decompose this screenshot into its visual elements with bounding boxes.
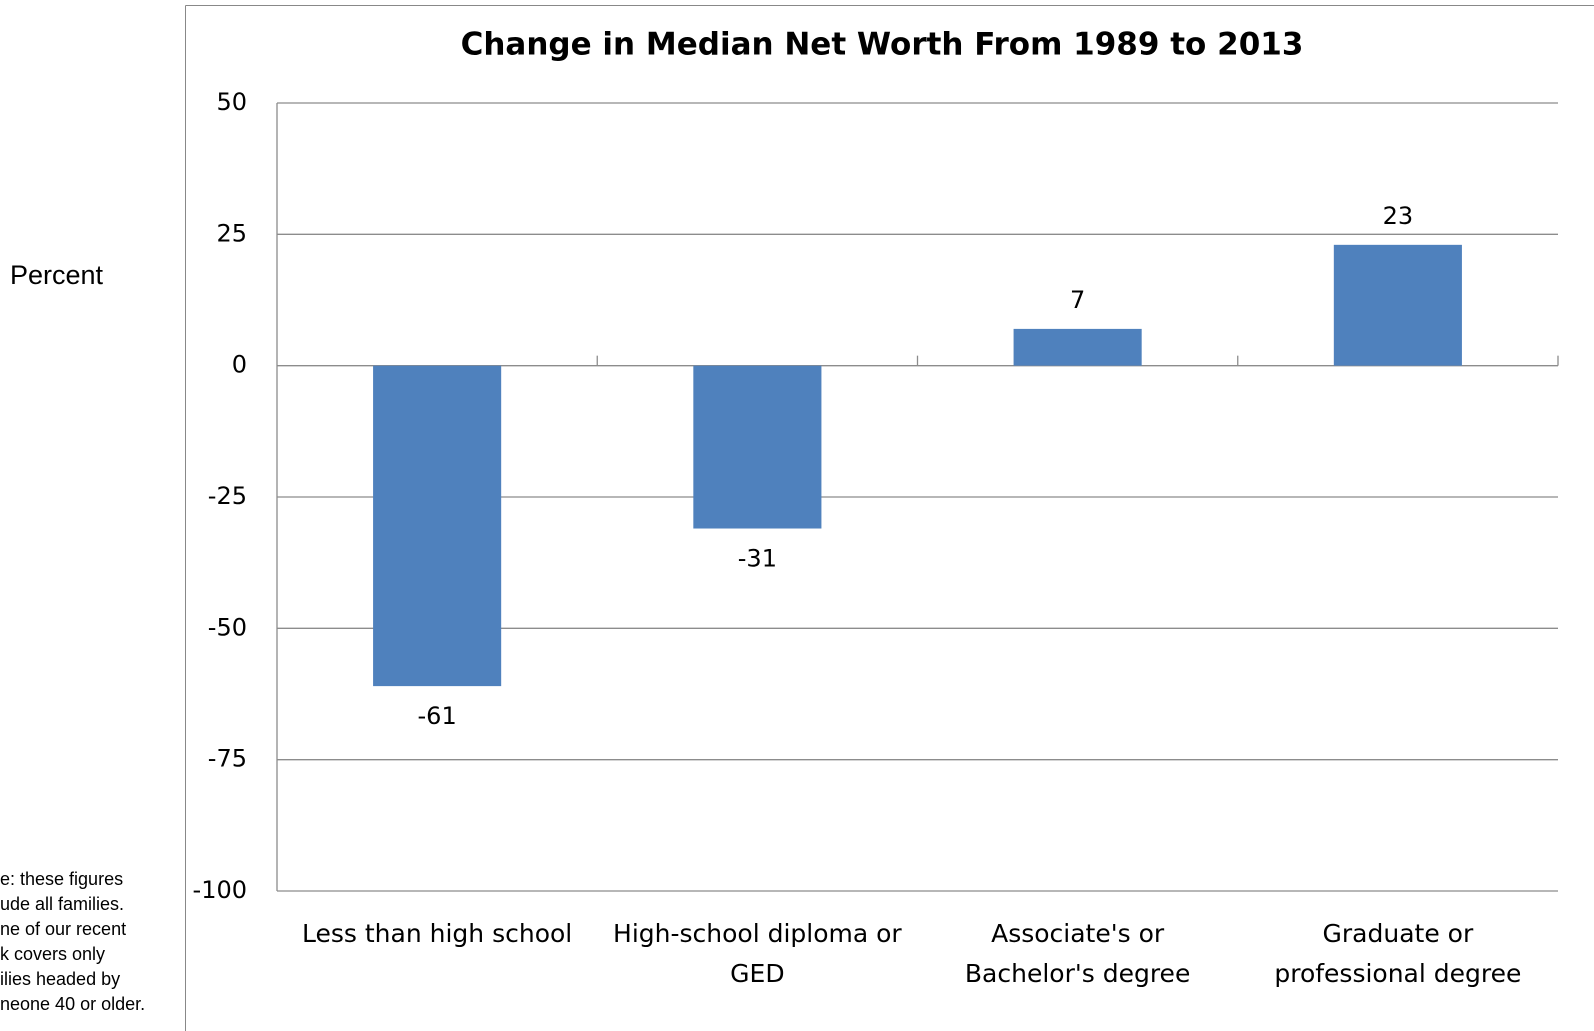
note-line: k covers only	[0, 944, 105, 964]
bar	[1013, 328, 1142, 366]
y-tick-label: 50	[216, 88, 247, 116]
value-label: -31	[738, 545, 777, 573]
y-tick-label: 0	[232, 351, 247, 379]
x-tick-label: Associate's or Bachelor's degree	[965, 919, 1190, 988]
bar	[693, 365, 822, 529]
y-tick-label: 25	[216, 219, 247, 247]
y-tick-label: -100	[193, 876, 247, 904]
note-line: ilies headed by	[0, 969, 120, 989]
x-tick-label: High-school diploma or GED	[613, 919, 902, 988]
value-label: 23	[1383, 202, 1414, 230]
note-line: e: these figures	[0, 869, 123, 889]
note-line: neone 40 or older.	[0, 994, 145, 1014]
value-label: -61	[418, 702, 457, 730]
note-line: ude all families.	[0, 894, 124, 914]
x-tick-label: Less than high school	[302, 919, 572, 948]
note-line: ne of our recent	[0, 919, 126, 939]
x-tick-label: Graduate or professional degree	[1274, 919, 1521, 988]
bar	[373, 365, 502, 687]
y-tick-label: -75	[208, 745, 247, 773]
bar	[1333, 244, 1462, 366]
chart-title: Change in Median Net Worth From 1989 to …	[461, 27, 1304, 63]
y-axis-label: Percent	[10, 260, 104, 290]
value-label: 7	[1070, 286, 1085, 314]
y-tick-label: -25	[208, 482, 247, 510]
y-tick-label: -50	[208, 613, 247, 641]
